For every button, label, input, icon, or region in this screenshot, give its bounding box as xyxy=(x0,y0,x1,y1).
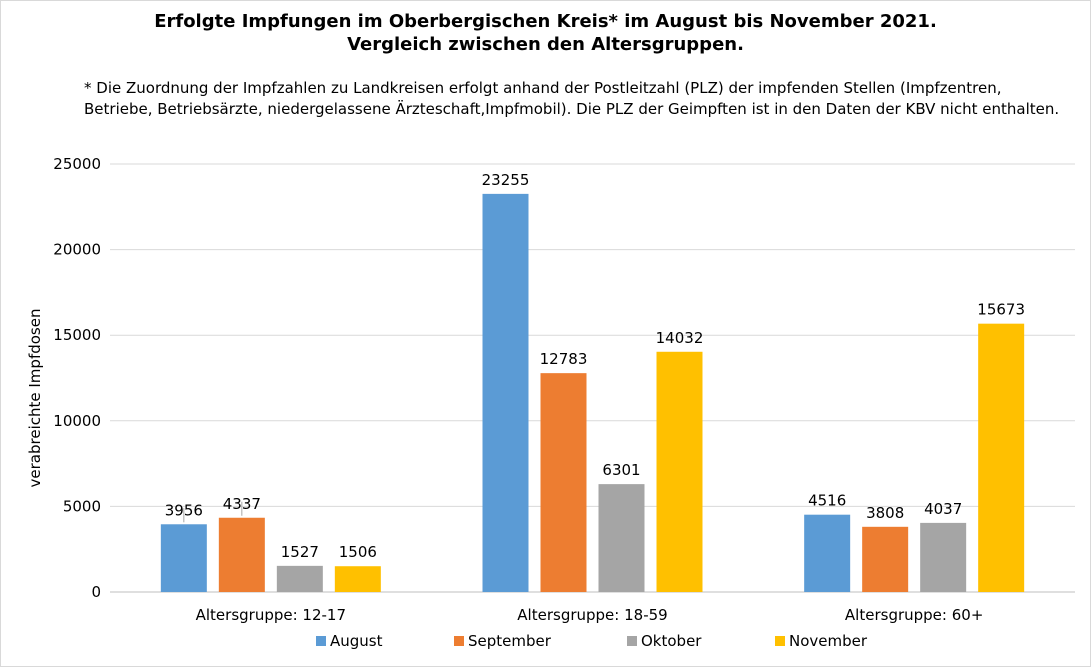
legend-item: Oktober xyxy=(627,632,701,650)
data-label: 1506 xyxy=(339,543,377,561)
y-tick-label: 15000 xyxy=(53,326,101,344)
bar xyxy=(920,522,967,592)
legend-label: Oktober xyxy=(641,632,702,650)
bar xyxy=(978,323,1025,592)
legend-item: September xyxy=(454,632,551,650)
data-label: 12783 xyxy=(540,350,588,368)
legend-label: August xyxy=(330,632,383,650)
bar xyxy=(598,484,645,592)
legend-swatch xyxy=(316,636,326,646)
chart-title-line-1: Erfolgte Impfungen im Oberbergischen Kre… xyxy=(154,11,937,32)
bar xyxy=(276,565,323,592)
data-label: 23255 xyxy=(482,171,530,189)
chart-legend: August September Oktober November xyxy=(0,632,1091,652)
legend-swatch xyxy=(627,636,637,646)
x-category-label: Altersgruppe: 60+ xyxy=(845,606,983,624)
legend-label: November xyxy=(789,632,868,650)
data-label: 14032 xyxy=(656,329,704,347)
y-tick-label: 5000 xyxy=(63,497,101,515)
legend-item: August xyxy=(316,632,383,650)
legend-item: November xyxy=(775,632,867,650)
bar xyxy=(540,373,587,592)
data-label: 15673 xyxy=(977,301,1025,319)
y-axis-label: verabreichte Impfdosen xyxy=(26,309,44,488)
legend-label: September xyxy=(468,632,551,650)
x-category-label: Altersgruppe: 18-59 xyxy=(517,606,667,624)
chart-title-line-2: Vergleich zwischen den Altersgruppen. xyxy=(347,34,744,55)
y-tick-label: 0 xyxy=(91,583,101,601)
chart-footnote: * Die Zuordnung der Impfzahlen zu Landkr… xyxy=(84,79,1060,118)
data-label: 4516 xyxy=(808,492,846,510)
data-label: 6301 xyxy=(602,461,640,479)
chart-title: Erfolgte Impfungen im Oberbergischen Kre… xyxy=(0,10,1091,56)
data-label: 4037 xyxy=(924,500,962,518)
bar xyxy=(334,566,381,592)
bar xyxy=(656,351,703,592)
data-label: 3808 xyxy=(866,504,904,522)
bar xyxy=(862,526,909,592)
data-label: 1527 xyxy=(281,543,319,561)
x-category-label: Altersgruppe: 12-17 xyxy=(196,606,346,624)
legend-swatch xyxy=(454,636,464,646)
legend-swatch xyxy=(775,636,785,646)
y-tick-label: 20000 xyxy=(53,241,101,259)
y-tick-label: 10000 xyxy=(53,412,101,430)
bar xyxy=(218,517,265,592)
bar xyxy=(804,514,851,592)
bar xyxy=(482,193,529,593)
bar xyxy=(160,524,207,592)
y-tick-label: 25000 xyxy=(53,155,101,173)
